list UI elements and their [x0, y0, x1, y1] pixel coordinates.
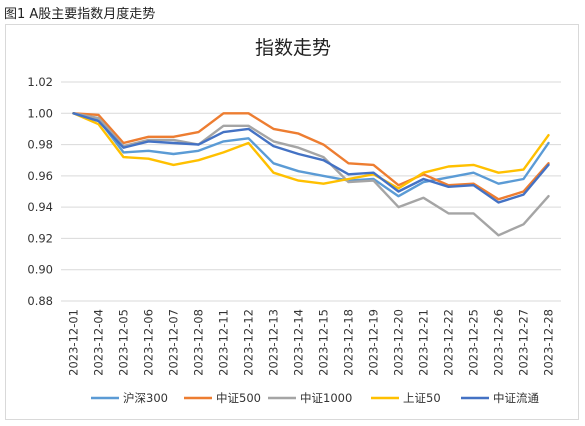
series-line-1 — [72, 112, 550, 201]
x-tick-label: 2023-12-19 — [367, 309, 381, 376]
x-tick-label: 2023-12-15 — [317, 309, 331, 376]
x-tick-label: 2023-12-06 — [142, 309, 156, 376]
series-line-0 — [72, 112, 550, 198]
line-chart: 指数走势 0.88 0.90 0.92 0.94 0.96 0.98 1.00 1.02 20… — [27, 37, 561, 405]
x-tick-label: 2023-12-22 — [442, 309, 456, 376]
x-tick-label: 2023-12-01 — [67, 309, 81, 376]
series-line-2 — [72, 112, 550, 237]
legend-label: 中证500 — [216, 391, 261, 405]
y-tick-label: 0.88 — [27, 294, 53, 308]
series-line-4 — [72, 112, 550, 204]
legend: 沪深300 中证500 中证1000 上证50 中证流通 — [91, 391, 539, 405]
x-tick-label: 2023-12-05 — [117, 309, 131, 376]
series-lines — [72, 112, 550, 237]
legend-label: 沪深300 — [123, 391, 168, 405]
x-tick-label: 2023-12-11 — [217, 309, 231, 376]
x-tick-label: 2023-12-08 — [192, 309, 206, 376]
y-tick-label: 0.90 — [27, 263, 53, 277]
x-tick-label: 2023-12-20 — [392, 309, 406, 376]
x-tick-label: 2023-12-13 — [267, 309, 281, 376]
y-tick-label: 0.96 — [27, 169, 53, 183]
legend-label: 中证1000 — [300, 391, 352, 405]
x-tick-label: 2023-12-21 — [417, 309, 431, 376]
y-axis-ticks: 0.88 0.90 0.92 0.94 0.96 0.98 1.00 1.02 — [27, 75, 53, 308]
figure-caption: 图1 A股主要指数月度走势 — [4, 7, 156, 22]
x-tick-label: 2023-12-26 — [492, 309, 506, 376]
x-tick-label: 2023-12-14 — [292, 309, 306, 376]
x-tick-label: 2023-12-12 — [242, 309, 256, 376]
x-tick-label: 2023-12-18 — [342, 309, 356, 376]
y-tick-label: 0.94 — [27, 200, 53, 214]
x-tick-label: 2023-12-28 — [542, 309, 556, 376]
y-tick-label: 1.02 — [27, 75, 53, 89]
y-tick-label: 0.92 — [27, 231, 53, 245]
y-tick-label: 0.98 — [27, 138, 53, 152]
x-axis-ticks: 2023-12-01 2023-12-04 2023-12-05 2023-12-06… — [67, 309, 556, 376]
x-tick-label: 2023-12-07 — [167, 309, 181, 376]
chart-title: 指数走势 — [255, 37, 331, 59]
legend-label: 上证50 — [403, 391, 441, 405]
series-line-3 — [72, 112, 550, 190]
y-tick-label: 1.00 — [27, 106, 53, 120]
legend-label: 中证流通 — [493, 391, 539, 405]
x-tick-label: 2023-12-04 — [92, 309, 106, 376]
grid-lines — [61, 81, 561, 302]
x-tick-label: 2023-12-25 — [467, 309, 481, 376]
chart-panel: 指数走势 0.88 0.90 0.92 0.94 0.96 0.98 1.00 1.02 20… — [5, 24, 579, 420]
x-tick-label: 2023-12-27 — [517, 309, 531, 376]
